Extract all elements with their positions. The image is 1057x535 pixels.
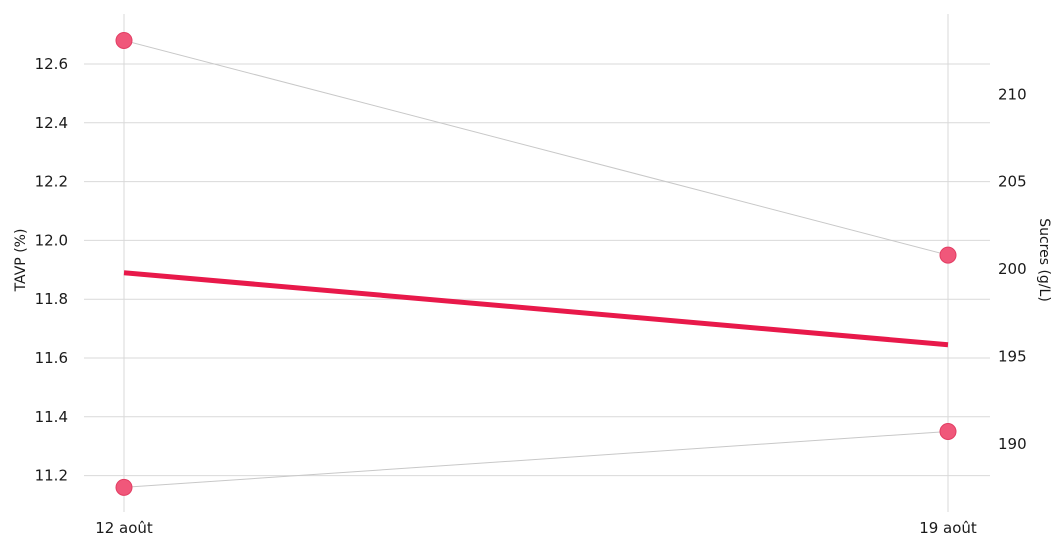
x-axis-ticks: 12 août 19 août	[95, 519, 977, 535]
right-tick-label: 190	[998, 435, 1027, 453]
left-tick-label: 11.2	[35, 467, 68, 485]
gridlines	[84, 63, 990, 477]
x-tick-label: 19 août	[919, 519, 977, 535]
right-axis-ticks: 190 195 200 205 210	[998, 85, 1027, 452]
vertical-gridlines	[123, 14, 949, 512]
right-axis-title: Sucres (g/L)	[1036, 218, 1052, 302]
x-tick-label: 12 août	[95, 519, 153, 535]
left-tick-label: 12.4	[35, 114, 68, 132]
left-tick-label: 12.6	[35, 55, 68, 73]
data-point	[939, 422, 957, 440]
data-point	[115, 478, 133, 496]
left-tick-label: 11.4	[35, 408, 68, 426]
right-tick-label: 195	[998, 347, 1027, 365]
series-line-thick	[123, 270, 949, 348]
series-layer	[115, 31, 957, 496]
series-line-thin	[123, 39, 949, 256]
data-point	[115, 31, 133, 49]
series-line-thin	[123, 430, 949, 488]
right-tick-label: 200	[998, 260, 1027, 278]
right-tick-label: 210	[998, 85, 1027, 103]
left-axis-ticks: 11.2 11.4 11.6 11.8 12.0 12.2 12.4 12.6	[35, 55, 68, 485]
left-tick-label: 12.0	[35, 231, 68, 249]
right-tick-label: 205	[998, 173, 1027, 191]
left-axis-title: TAVP (%)	[13, 229, 29, 293]
left-tick-label: 11.6	[35, 349, 68, 367]
data-point	[939, 246, 957, 264]
left-tick-label: 12.2	[35, 173, 68, 191]
left-tick-label: 11.8	[35, 290, 68, 308]
